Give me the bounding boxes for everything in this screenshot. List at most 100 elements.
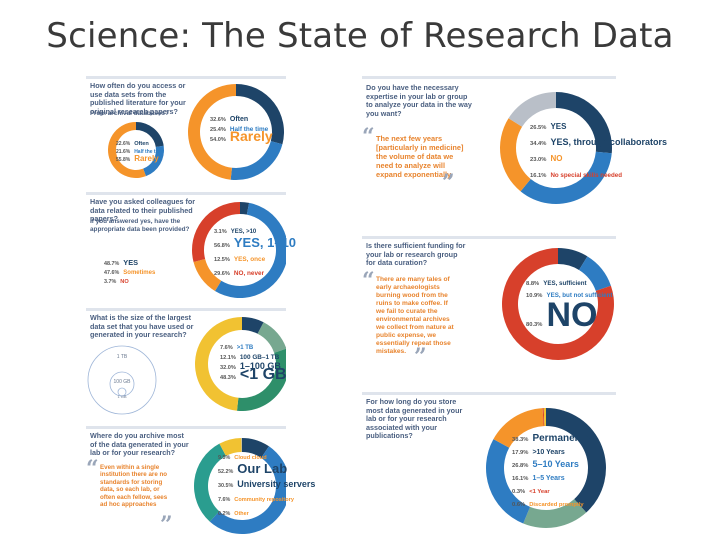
legend-percent: 23.0% <box>530 157 547 163</box>
size-circle-1gb <box>117 387 127 397</box>
size-label-100gb: 100 GB <box>114 379 132 385</box>
legend-percent: 22.6% <box>116 141 131 147</box>
legend-item: 30.5% University servers <box>218 474 315 492</box>
archive-slice-other <box>241 438 242 453</box>
legend-item: 54.0% Rarely <box>210 128 273 146</box>
legend-label: Rarely <box>134 154 159 163</box>
legend-percent: 3.1% <box>214 229 227 235</box>
largest-slice-1-tb <box>242 317 264 334</box>
legend-percent: 56.8% <box>214 243 230 249</box>
panel-colleagues: Have you asked colleagues for data relat… <box>86 192 296 300</box>
legend-item: 26.8% 5–10 Years <box>512 454 579 472</box>
panel-duration: For how long do you store most data gene… <box>362 392 616 538</box>
largest-question: What is the size of the largest data set… <box>90 313 194 340</box>
legend-item: 32.0% 1–100 GB <box>220 356 281 374</box>
legend-label: 100 GB–1 TB <box>239 354 280 361</box>
quote-close-icon: ” <box>442 170 455 196</box>
legend-label: 1–5 Years <box>532 475 565 482</box>
legend-percent: 38.3% <box>512 437 529 443</box>
legend-item: 47.6% Sometimes <box>104 261 155 279</box>
legend-label: Half the time <box>229 126 269 133</box>
colleagues-question: Have you asked colleagues for data relat… <box>90 197 196 224</box>
legend-item: 7.6% Community repository <box>218 488 294 506</box>
legend-percent: 26.8% <box>512 463 529 469</box>
quote-open-icon: “ <box>362 124 375 150</box>
legend-item: 38.3% Permanently <box>512 428 592 446</box>
legend-percent: 32.6% <box>210 117 226 123</box>
expertise-question: Do you have the necessary expertise in y… <box>366 83 472 118</box>
panel-funding: Is there sufficient funding for your lab… <box>362 236 616 368</box>
legend-percent: 55.8% <box>116 157 131 163</box>
archive-slice-cloud-cloud <box>242 438 269 458</box>
legend-percent: 3.7% <box>104 279 117 285</box>
funding-quote: There are many tales of early archaeolog… <box>376 276 454 355</box>
expertise-slice-yes <box>556 92 612 154</box>
legend-label: YES, through collaborators <box>550 137 667 147</box>
archive-slice-community-repository <box>219 438 242 457</box>
expertise-quote: The next few years [particularly in medi… <box>376 134 464 179</box>
panel-divider <box>362 236 616 239</box>
legend-percent: 8.8% <box>526 281 540 287</box>
colleagues-slice-no-never <box>192 202 240 262</box>
legend-label: 1–100 GB <box>239 361 281 371</box>
legend-label: NO <box>120 279 129 285</box>
panel-expertise: Do you have the necessary expertise in y… <box>362 76 667 216</box>
legend-label: YES, but not sufficient <box>546 292 613 299</box>
panel-divider <box>86 192 286 195</box>
legend-percent: 17.9% <box>512 450 529 456</box>
legend-item: 17.9% >10 Years <box>512 441 565 459</box>
legend-percent: 16.1% <box>530 173 547 179</box>
colleagues-sub-question: If you answered yes, have the appropriat… <box>90 218 190 233</box>
colleagues-slice-yes-once <box>193 258 222 291</box>
panel-divider <box>86 76 286 79</box>
legend-label: 5–10 Years <box>532 459 579 469</box>
quote-open-icon: “ <box>362 268 375 294</box>
legend-percent: 21.6% <box>116 149 131 155</box>
expertise-charts <box>500 92 612 205</box>
legend-item: 26.5% YES <box>530 116 566 134</box>
archival-slice-often <box>136 122 164 147</box>
expertise-donut <box>500 92 612 205</box>
legend-item: 56.8% YES, 1–10 <box>214 234 296 252</box>
duration-slice-5-10-years <box>486 439 531 524</box>
legend-percent: 7.6% <box>218 497 231 503</box>
panel-divider <box>362 392 616 395</box>
largest-donut <box>195 317 286 411</box>
legend-label: Permanently <box>532 433 593 444</box>
funding-question: Is there sufficient funding for your lab… <box>366 241 466 268</box>
legend-label: Rarely <box>229 128 273 144</box>
legend-label: <1 Year <box>529 489 550 495</box>
colleagues-donut <box>192 202 286 298</box>
legend-label: NO <box>550 154 563 163</box>
legend-item: 80.3% NO <box>526 296 597 335</box>
legend-label: Sometimes <box>123 270 156 276</box>
legend-item: 0.2% Other <box>218 502 249 520</box>
legend-percent: 80.3% <box>526 322 543 328</box>
legend-percent: 10.9% <box>526 293 543 299</box>
page-title: Science: The State of Research Data <box>46 16 674 56</box>
legend-label: <1 GB <box>239 366 287 383</box>
legend-item: 48.7% YES <box>104 252 138 270</box>
legend-item: 16.1% No special skills needed <box>530 164 622 182</box>
legend-percent: 0.2% <box>218 511 231 517</box>
quote-open-icon: “ <box>86 456 99 482</box>
access-charts <box>108 84 284 180</box>
legend-percent: 30.5% <box>218 483 234 489</box>
infographic: How often do you access or use data sets… <box>86 76 667 538</box>
largest-charts: 1 TB 100 GB 1 GB <box>87 317 286 415</box>
size-label-1gb: 1 GB <box>117 394 126 399</box>
legend-label: >10 Years <box>532 449 565 456</box>
access-donut <box>187 84 284 180</box>
largest-slice-1-gb <box>195 317 242 411</box>
legend-item: 22.6% Often <box>116 132 149 150</box>
legend-percent: 32.0% <box>220 365 236 371</box>
panel-divider <box>86 426 286 429</box>
legend-item: 21.6% Half the time <box>116 140 164 158</box>
archive-slice-our-lab <box>209 446 286 534</box>
legend-label: Often <box>134 141 149 147</box>
duration-donut <box>486 408 606 528</box>
legend-percent: 34.4% <box>530 141 547 147</box>
legend-label: No special skills needed <box>550 172 622 179</box>
legend-label: YES <box>123 258 139 267</box>
archive-quote: Even within a single institution there a… <box>100 464 168 509</box>
